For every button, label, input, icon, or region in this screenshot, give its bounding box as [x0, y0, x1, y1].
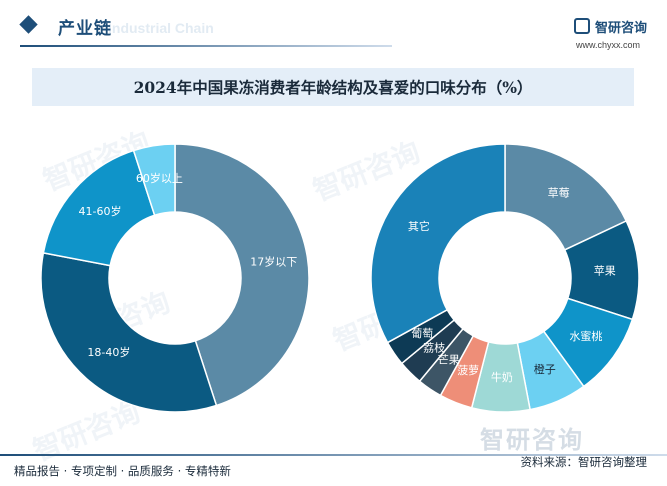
header-divider [20, 45, 392, 47]
age-donut-chart: 17岁以下 18-40岁 41-60岁 60岁以上 [40, 143, 310, 413]
slice-label: 草莓 [548, 187, 570, 200]
age-donut-panel: 17岁以下 18-40岁 41-60岁 60岁以上 [18, 118, 318, 438]
brand-logo-icon [574, 18, 590, 34]
slice-label: 17岁以下 [250, 254, 297, 268]
slice-label: 葡萄 [411, 327, 433, 340]
footer-divider [0, 454, 667, 456]
slice-label: 41-60岁 [79, 204, 122, 218]
slice-label: 荔枝 [423, 341, 445, 355]
header: Industrial Chain 产业链 智研咨询 www.chyxx.com [0, 0, 667, 62]
slice-label: 其它 [408, 219, 430, 233]
slice-label: 菠萝 [457, 364, 479, 377]
flavor-donut-panel: 草莓苹果水蜜桃橙子牛奶 菠萝 芒果 荔枝 葡萄 其它 [350, 118, 650, 438]
slice-其它 [370, 143, 506, 344]
section-title: 产业链 [58, 19, 112, 39]
slice-label: 芒果 [438, 354, 460, 367]
chart-title-band: 2024年中国果冻消费者年龄结构及喜爱的口味分布（%） [32, 68, 634, 106]
footer-tagline: 精品报告 · 专项定制 · 品质服务 · 专精特新 [14, 464, 231, 478]
slice-label: 牛奶 [491, 370, 513, 384]
slice-label: 水蜜桃 [569, 329, 602, 343]
section-title-english: Industrial Chain [108, 20, 214, 36]
chart-title: 2024年中国果冻消费者年龄结构及喜爱的口味分布（%） [133, 78, 533, 97]
slice-60岁以上 [132, 143, 176, 217]
footer-brand-watermark: 智研咨询 [480, 426, 584, 454]
slice-label: 60岁以上 [136, 171, 183, 185]
slice-17岁以下 [174, 143, 310, 407]
slice-label: 橙子 [534, 362, 556, 376]
slice-18-40岁 [40, 252, 218, 413]
brand-name: 智研咨询 [595, 21, 648, 36]
slice-label: 18-40岁 [87, 345, 130, 359]
brand-url: www.chyxx.com [576, 40, 641, 50]
diamond-icon [19, 15, 38, 34]
slice-label: 苹果 [594, 264, 616, 278]
footer-source: 资料来源：智研咨询整理 [520, 455, 648, 469]
